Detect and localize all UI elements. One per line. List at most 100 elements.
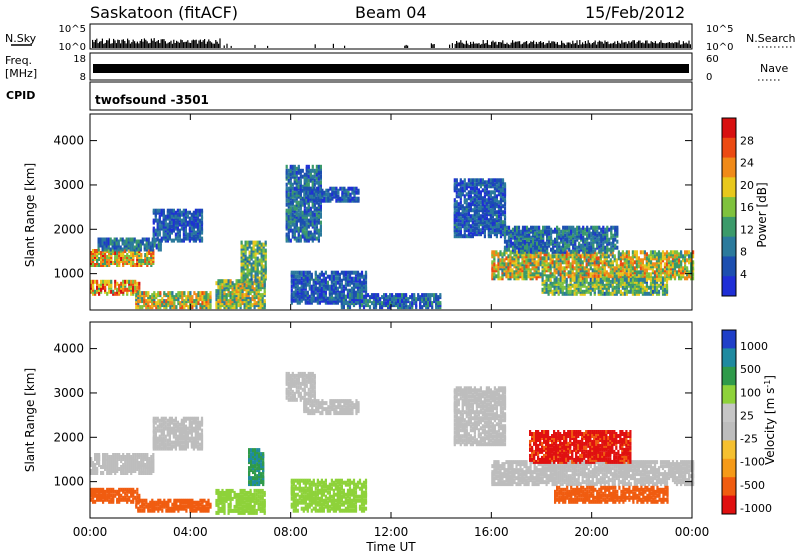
data-cell [168,220,171,225]
data-cell [481,214,484,219]
data-cell [103,237,106,242]
data-cell [315,228,318,233]
data-cell [555,270,558,275]
data-cell [97,247,100,252]
data-cell [587,272,590,277]
data-cell [461,180,464,185]
data-cell [240,272,243,277]
data-cell [571,252,574,257]
data-cell [619,272,622,277]
data-cell [308,294,311,299]
data-cell [457,232,460,237]
data-cell [291,186,294,191]
data-cell [137,239,140,244]
data-cell [497,200,501,205]
data-cell [338,290,341,295]
scatter-region [453,178,507,239]
data-cell [495,250,498,255]
data-cell [102,285,105,290]
nsky-bar [639,40,641,48]
data-cell [330,284,333,289]
data-cell [246,246,249,251]
data-cell [103,245,106,250]
freq-trace [93,64,689,73]
data-cell [692,266,695,271]
data-cell [96,285,99,290]
data-cell [539,250,542,255]
scatter-region [215,279,266,310]
data-cell [182,232,185,237]
data-cell [287,186,290,191]
data-cell [90,279,93,284]
nsky-bar [650,41,652,48]
data-cell [101,237,104,242]
data-cell [612,237,615,242]
nsky-bar [159,43,161,48]
data-cell [356,293,360,298]
data-cell [567,264,570,269]
data-cell [491,218,494,223]
data-cell [671,250,675,255]
data-cell [641,250,644,255]
data-cell [461,186,464,191]
data-cell [217,279,220,284]
data-cell [348,270,352,275]
data-cell [112,261,115,265]
data-cell [185,303,188,308]
data-cell [227,279,230,284]
data-cell [313,174,316,179]
data-cell [143,299,146,304]
scatter-region [240,240,267,283]
data-cell [292,278,295,283]
data-cell [475,178,478,183]
data-cell [635,262,638,267]
nsky-bar [199,39,201,48]
data-cell [501,204,505,209]
nsky-bar [190,43,192,48]
data-cell [242,258,245,263]
data-cell [553,268,556,273]
data-cell [217,289,220,294]
nsky-bar [657,43,659,48]
data-cell [433,293,436,298]
data-cell [122,253,125,257]
data-cell [389,293,392,298]
data-cell [465,202,468,207]
data-cell [483,212,486,217]
nsky-bar [96,38,98,48]
data-cell [497,266,500,271]
nsky-bar [160,39,162,48]
data-cell [491,266,494,271]
data-cell [649,256,653,261]
data-cell [104,279,107,284]
data-cell [573,266,576,271]
data-cell [114,255,117,259]
data-cell [256,266,259,271]
data-cell [513,235,517,240]
data-cell [405,293,408,298]
data-cell [240,268,243,273]
data-cell [457,188,460,193]
data-cell [117,239,120,244]
data-cell [497,204,501,209]
data-cell [302,282,305,287]
data-cell [182,216,185,221]
data-cell [538,225,541,230]
nsky-bar [432,44,434,48]
data-cell [289,228,292,233]
data-cell [555,264,558,269]
data-cell [459,216,462,221]
nsky-bar [547,43,549,48]
data-cell [338,276,341,281]
data-cell [197,291,200,296]
data-cell [261,299,264,304]
data-cell [301,174,304,179]
data-cell [533,250,536,255]
data-cell [562,239,565,244]
data-cell [290,278,293,283]
data-cell [129,237,132,242]
data-cell [173,295,176,300]
data-cell [568,239,571,244]
data-cell [354,293,358,298]
nsky-bar [538,41,540,48]
